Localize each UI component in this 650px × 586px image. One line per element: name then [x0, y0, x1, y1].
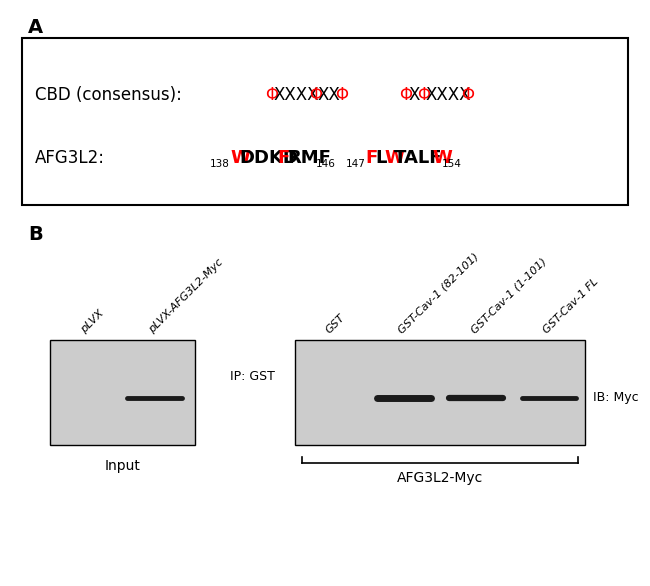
- Bar: [295, 340, 585, 445]
- Text: B: B: [28, 225, 43, 244]
- Text: AFG3L2-Myc: AFG3L2-Myc: [397, 471, 483, 485]
- Text: XX: XX: [318, 86, 341, 104]
- Text: GST: GST: [324, 312, 347, 335]
- Text: pLVX: pLVX: [79, 308, 106, 335]
- Text: 146: 146: [315, 159, 335, 169]
- Text: IB: Myc: IB: Myc: [593, 391, 638, 404]
- Text: IP: GST: IP: GST: [230, 370, 275, 383]
- Text: 154: 154: [441, 159, 461, 169]
- Text: Input: Input: [105, 459, 140, 473]
- Text: W: W: [385, 149, 404, 167]
- Text: Φ: Φ: [265, 86, 278, 104]
- Text: Φ: Φ: [399, 86, 412, 104]
- Text: 138: 138: [210, 159, 230, 169]
- Text: DDKD: DDKD: [239, 149, 298, 167]
- Text: CBD (consensus):: CBD (consensus):: [35, 86, 182, 104]
- Bar: [50, 340, 195, 445]
- Text: pLVX-AFG3L2-Myc: pLVX-AFG3L2-Myc: [148, 257, 226, 335]
- Text: L: L: [375, 149, 386, 167]
- Text: XXXX: XXXX: [274, 86, 319, 104]
- Text: A: A: [28, 18, 43, 37]
- Text: W: W: [230, 149, 250, 167]
- Text: 147: 147: [346, 159, 365, 169]
- Text: F: F: [365, 149, 378, 167]
- Bar: [22, 38, 628, 205]
- Text: Φ: Φ: [309, 86, 322, 104]
- Text: X: X: [408, 86, 419, 104]
- Text: Φ: Φ: [417, 86, 430, 104]
- Text: F: F: [278, 149, 290, 167]
- Text: GST-Cav-1 FL: GST-Cav-1 FL: [541, 276, 601, 335]
- Text: TALF: TALF: [394, 149, 443, 167]
- Text: GST-Cav-1 (1-101): GST-Cav-1 (1-101): [469, 256, 549, 335]
- Text: Φ: Φ: [461, 86, 474, 104]
- Text: AFG3L2:: AFG3L2:: [35, 149, 105, 167]
- Text: GST-Cav-1 (82-101): GST-Cav-1 (82-101): [396, 251, 481, 335]
- Text: RMF: RMF: [287, 149, 331, 167]
- Text: Φ: Φ: [335, 86, 348, 104]
- Text: W: W: [432, 149, 452, 167]
- Text: XXXX: XXXX: [426, 86, 471, 104]
